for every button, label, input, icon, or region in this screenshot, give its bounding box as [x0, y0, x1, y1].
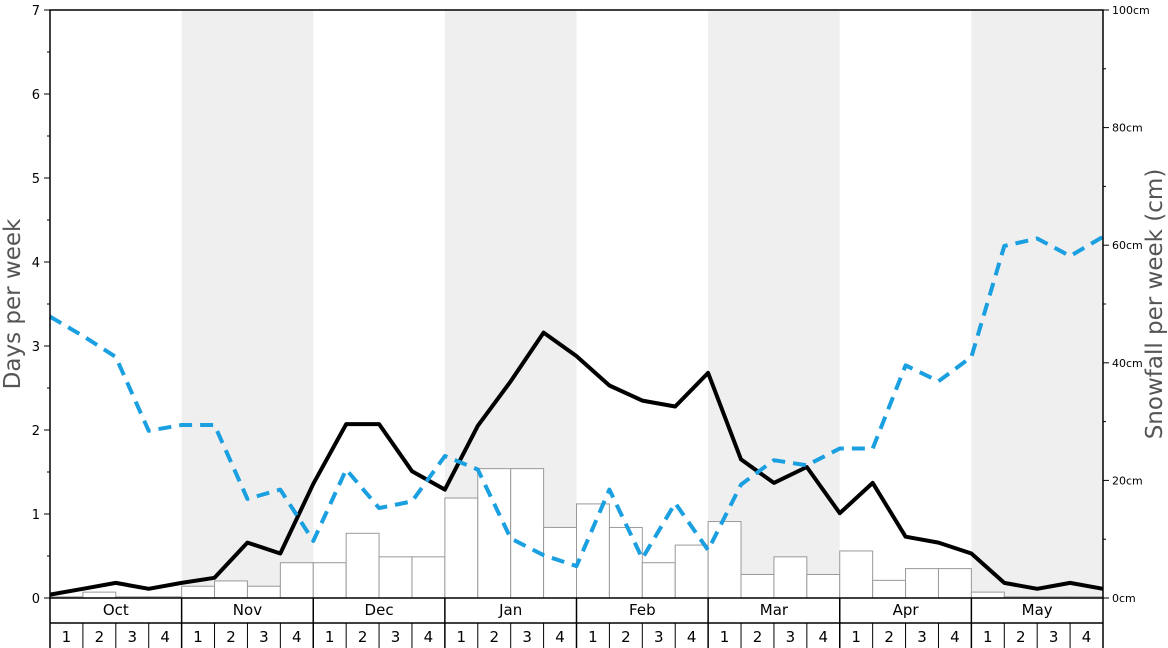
- snowfall-bar: [543, 526, 577, 599]
- week-label: 3: [127, 628, 137, 646]
- week-label: 4: [687, 628, 697, 646]
- week-label: 4: [950, 628, 960, 646]
- week-label: 2: [884, 628, 894, 646]
- snowfall-bar: [510, 468, 545, 599]
- snowfall-bar: [378, 556, 413, 599]
- snowfall-bar: [411, 556, 446, 599]
- month-label-jan: Jan: [498, 601, 522, 619]
- month-label-apr: Apr: [893, 601, 920, 619]
- right-tick-label: 100cm: [1112, 4, 1150, 17]
- snowfall-bar: [806, 573, 841, 599]
- left-tick-label: 0: [32, 592, 40, 607]
- month-label-nov: Nov: [233, 601, 262, 619]
- snowfall-bar: [937, 568, 972, 599]
- left-axis-title: Days per week: [0, 218, 26, 389]
- right-tick-label: 40cm: [1112, 357, 1143, 370]
- week-label: 2: [358, 628, 368, 646]
- right-tick-label: 0cm: [1112, 592, 1136, 605]
- week-label: 3: [259, 628, 269, 646]
- snowfall-bar: [740, 573, 775, 599]
- right-axis-title: Snowfall per week (cm): [1142, 169, 1168, 440]
- day-lines: [48, 235, 1105, 597]
- month-label-mar: Mar: [760, 601, 789, 619]
- week-label: 4: [819, 628, 829, 646]
- left-tick-label: 5: [32, 172, 40, 187]
- week-label: 2: [621, 628, 631, 646]
- left-tick-label: 2: [32, 424, 40, 439]
- week-label: 1: [588, 628, 598, 646]
- week-label: 2: [95, 628, 105, 646]
- month-band-may: [971, 10, 1103, 598]
- week-label: 4: [292, 628, 302, 646]
- snowfall-bar: [641, 562, 676, 599]
- week-label: 3: [1049, 628, 1059, 646]
- week-label: 3: [391, 628, 401, 646]
- left-tick-label: 3: [32, 340, 40, 355]
- snowfall-bar: [444, 497, 479, 599]
- week-label: 1: [457, 628, 467, 646]
- week-label: 1: [720, 628, 730, 646]
- week-label: 1: [983, 628, 993, 646]
- snowfall-bar: [312, 562, 347, 599]
- black-line: [49, 330, 1104, 597]
- snowfall-bar: [345, 532, 380, 599]
- snowfall-bars: [49, 468, 1104, 599]
- snowfall-bar: [970, 591, 1005, 599]
- right-tick-label: 60cm: [1112, 239, 1143, 252]
- snowfall-bar: [82, 591, 117, 599]
- month-label-feb: Feb: [629, 601, 656, 619]
- snowfall-bar: [246, 585, 281, 599]
- month-label-may: May: [1022, 601, 1053, 619]
- week-label: 3: [786, 628, 796, 646]
- week-label: 4: [424, 628, 434, 646]
- right-tick-label: 80cm: [1112, 122, 1143, 135]
- snowfall-bar: [608, 526, 643, 599]
- snowfall-bar: [773, 556, 808, 599]
- month-label-oct: Oct: [103, 601, 129, 619]
- month-label-dec: Dec: [365, 601, 394, 619]
- week-label: 2: [1016, 628, 1026, 646]
- week-label: 4: [1082, 628, 1092, 646]
- week-label: 4: [160, 628, 170, 646]
- snowfall-bar: [707, 521, 742, 599]
- left-tick-label: 1: [32, 508, 40, 523]
- week-label: 1: [851, 628, 861, 646]
- week-label: 3: [522, 628, 532, 646]
- week-label: 3: [917, 628, 927, 646]
- snowfall-bar: [214, 580, 248, 599]
- right-tick-label: 20cm: [1112, 474, 1143, 487]
- week-label: 1: [62, 628, 72, 646]
- left-axis: 0 1 2 3 4 5 6 7: [32, 4, 50, 607]
- month-bands: [181, 10, 1103, 598]
- week-label: 2: [489, 628, 499, 646]
- left-tick-label: 4: [32, 256, 40, 271]
- week-label: 2: [226, 628, 236, 646]
- blue-dashed-line: [48, 235, 1105, 569]
- right-axis: 0cm 20cm 40cm 60cm 80cm 100cm: [1103, 4, 1150, 605]
- snowfall-bar: [477, 468, 512, 599]
- left-tick-label: 6: [32, 88, 40, 103]
- month-band-mar: [708, 10, 840, 598]
- snowfall-bar: [674, 544, 709, 599]
- snowfall-bar: [576, 503, 610, 599]
- left-tick-label: 7: [32, 4, 40, 19]
- x-axis-months-weeks: Oct 1 2 3 4 Nov 1 2 3 4 Dec 1 2 3 4 Jan 1 2 3 4 Feb 1 2 3 4 Mar 1 2…: [49, 598, 1104, 648]
- snowfall-bar: [181, 585, 216, 599]
- week-label: 4: [555, 628, 565, 646]
- snowfall-bar: [839, 550, 874, 599]
- snowfall-bar: [905, 568, 939, 599]
- snowfall-bar: [872, 579, 907, 599]
- snowfall-bar: [279, 562, 314, 599]
- week-label: 3: [654, 628, 664, 646]
- week-label: 1: [325, 628, 335, 646]
- week-label: 2: [753, 628, 763, 646]
- week-label: 1: [193, 628, 203, 646]
